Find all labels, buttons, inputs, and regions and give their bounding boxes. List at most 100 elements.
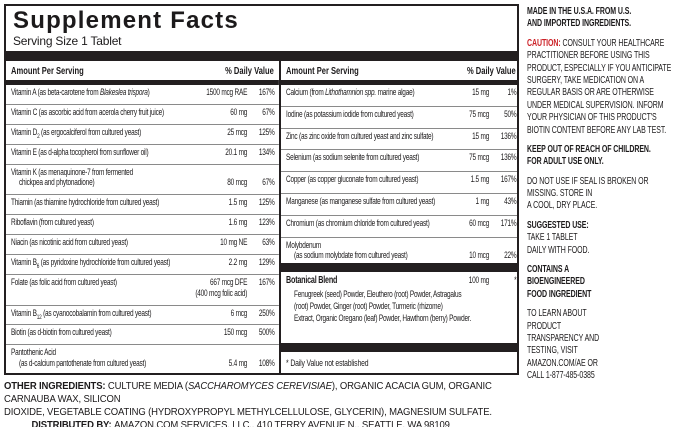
right-column: Amount Per Serving % Daily Value Calcium… xyxy=(281,61,517,373)
table-row: Vitamin K (as menaquinone-7 from ferment… xyxy=(6,163,279,191)
nutrient-daily-value: 123% xyxy=(258,217,275,228)
daily-value-header: % Daily Value xyxy=(466,65,516,78)
nutrient-name: Vitamin A (as beta-carotene from Blakesl… xyxy=(11,87,150,98)
table-row: Selenium (as sodium selenite from cultur… xyxy=(281,149,517,165)
table-row: Molybdenum (as sodium molybdate from cult… xyxy=(281,236,517,264)
nutrient-amount: 6 mcg xyxy=(230,307,248,318)
nutrient-name: Vitamin B12 (as cyanocobalamin from cult… xyxy=(11,307,152,321)
nutrient-daily-value: 136% xyxy=(500,130,517,141)
botanical-blend-dv: * xyxy=(514,275,517,286)
nutrient-daily-value: 1% xyxy=(507,87,517,98)
nutrient-amount: 15 mg xyxy=(472,87,490,98)
suggested-use-paragraph: SUGGESTED USE: TAKE 1 TABLET DAILY WITH F… xyxy=(527,220,678,257)
nutrient-amount: 5.4 mg xyxy=(228,358,248,369)
nutrient-daily-value: 167% xyxy=(258,87,275,98)
table-row: Biotin (as d-biotin from cultured yeast)… xyxy=(6,324,279,340)
nutrient-name: Selenium (as sodium selenite from cultur… xyxy=(286,152,420,163)
amount-per-serving-header: Amount Per Serving xyxy=(11,65,84,78)
nutrient-daily-value: 171% xyxy=(500,217,517,228)
nutrient-name: Thiamin (as thiamine hydrochloride from … xyxy=(11,197,160,208)
nutrient-amount: 1 mg xyxy=(475,196,490,207)
panel-columns: Amount Per Serving % Daily Value Vitamin… xyxy=(6,61,517,373)
distributed-by-text: AMAZON.COM SERVICES, LLC., 410 TERRY AVE… xyxy=(114,420,450,427)
nutrient-daily-value: 43% xyxy=(504,196,517,207)
nutrient-name: Pantothenic Acid (as d-calcium pantothena… xyxy=(11,347,147,369)
table-row: Zinc (as zinc oxide from cultured yeast … xyxy=(281,127,517,144)
table-row: Vitamin B6 (as pyridoxine hydrochloride … xyxy=(6,253,279,270)
right-column-header: Amount Per Serving % Daily Value xyxy=(281,61,517,80)
botanical-blend-amount: 100 mg xyxy=(468,275,490,286)
separator-bar xyxy=(281,263,517,273)
nutrient-amount: 60 mcg xyxy=(469,217,490,228)
nutrient-daily-value: 125% xyxy=(258,126,275,137)
nutrient-amount: 1500 mcg RAE xyxy=(206,87,248,98)
nutrient-daily-value: 129% xyxy=(258,256,275,267)
table-row: Vitamin E (as d-alpha tocopherol from su… xyxy=(6,143,279,160)
nutrient-name: Vitamin C (as ascorbic acid from acerola… xyxy=(11,107,164,118)
nutrient-amount: 2.2 mg xyxy=(228,256,248,267)
table-row: Calcium (from Lithothamnion spp. marine … xyxy=(281,85,517,100)
other-ingredients-species: SACCHAROMYCES CEREVISIAE xyxy=(187,381,332,392)
distributed-by-label: DISTRIBUTED BY: xyxy=(31,420,115,427)
nutrient-name: Manganese (as manganese sulfate from cul… xyxy=(286,196,436,207)
column-divider xyxy=(279,61,281,373)
nutrient-daily-value: 167% xyxy=(258,276,275,287)
nutrient-amount: 1.5 mg xyxy=(470,174,490,185)
nutrient-daily-value: 67% xyxy=(262,107,275,118)
nutrient-amount: 25 mcg xyxy=(227,126,248,137)
nutrient-daily-value: 67% xyxy=(262,177,275,188)
bioengineered-notice: CONTAINS A BIOENGINEERED FOOD INGREDIENT xyxy=(527,264,592,300)
table-row: Riboflavin (from cultured yeast) 1.6 mg 12… xyxy=(6,214,279,230)
nutrient-name: Riboflavin (from cultured yeast) xyxy=(11,217,94,228)
nutrient-name: Molybdenum (as sodium molybdate from cult… xyxy=(286,239,408,261)
table-row: Vitamin C (as ascorbic acid from acerola… xyxy=(6,104,279,120)
caution-text: CONSULT YOUR HEALTHCARE PRACTITIONER BEF… xyxy=(527,37,672,136)
nutrient-name: Niacin (as nicotinic acid from cultured … xyxy=(11,237,128,248)
nutrient-daily-value: 250% xyxy=(258,307,275,318)
panel-header: Supplement Facts Serving Size 1 Tablet xyxy=(6,6,517,51)
other-ingredients-paragraph: OTHER INGREDIENTS: CULTURE MEDIA (SACCHA… xyxy=(4,380,522,419)
table-row: Vitamin B12 (as cyanocobalamin from cult… xyxy=(6,304,279,321)
table-row: Thiamin (as thiamine hydrochloride from … xyxy=(6,194,279,210)
suggested-use-label: SUGGESTED USE: xyxy=(527,219,589,231)
caution-label: CAUTION: xyxy=(527,37,561,49)
botanical-blend-description: Fenugreek (seed) Powder, Eleuthero (root… xyxy=(293,289,472,323)
separator-bar xyxy=(281,80,517,86)
serving-size: Serving Size 1 Tablet xyxy=(13,34,122,49)
table-row: Chromium (as chromium chloride from cult… xyxy=(281,214,517,231)
table-row: Copper (as copper gluconate from culture… xyxy=(281,171,517,187)
made-in-usa-text: MADE IN THE U.S.A. FROM U.S. AND IMPORTE… xyxy=(527,6,632,30)
nutrient-table-left: Vitamin A (as beta-carotene from Blakesl… xyxy=(6,85,279,373)
table-row: Folate (as folic acid from cultured yeas… xyxy=(6,273,279,301)
table-row: Niacin (as nicotinic acid from cultured … xyxy=(6,234,279,250)
daily-value-header: % Daily Value xyxy=(225,65,274,78)
table-row: Vitamin D2 (as ergocalciferol from cultu… xyxy=(6,123,279,140)
nutrient-amount: 15 mg xyxy=(472,130,490,141)
nutrient-amount: 150 mcg xyxy=(223,327,248,338)
footnote-block: * Daily Value not established xyxy=(281,343,517,373)
nutrient-daily-value: 63% xyxy=(262,237,275,248)
table-row: Iodine (as potassium iodide from culture… xyxy=(281,105,517,122)
nutrient-name: Copper (as copper gluconate from culture… xyxy=(286,174,419,185)
sidebar-info: MADE IN THE U.S.A. FROM U.S. AND IMPORTE… xyxy=(527,6,678,390)
keep-out-of-reach-text: KEEP OUT OF REACH OF CHILDREN. FOR ADULT… xyxy=(527,143,651,168)
suggested-use-text: TAKE 1 TABLET DAILY WITH FOOD. xyxy=(527,232,590,256)
nutrient-daily-value: 22% xyxy=(504,250,517,261)
distributed-by-paragraph: DISTRIBUTED BY: AMAZON.COM SERVICES, LLC… xyxy=(4,419,522,427)
nutrient-daily-value: 50% xyxy=(504,108,517,119)
nutrient-amount: 10 mg NE xyxy=(220,237,248,248)
nutrient-name: Folate (as folic acid from cultured yeas… xyxy=(11,276,117,287)
nutrient-daily-value: 167% xyxy=(500,174,517,185)
separator-bar xyxy=(6,51,517,62)
nutrient-amount: 1.6 mg xyxy=(228,217,248,228)
nutrient-amount: 1.5 mg xyxy=(228,197,248,208)
nutrient-name: Iodine (as potassium iodide from culture… xyxy=(286,108,414,119)
nutrient-name: Chromium (as chromium chloride from cult… xyxy=(286,217,430,228)
table-row: Manganese (as manganese sulfate from cul… xyxy=(281,193,517,209)
nutrient-amount: 667 mcg DFE (400 mcg folic acid) xyxy=(195,276,248,298)
botanical-blend-name: Botanical Blend xyxy=(286,275,338,287)
nutrient-amount: 80 mcg xyxy=(227,177,248,188)
footer-info: OTHER INGREDIENTS: CULTURE MEDIA (SACCHA… xyxy=(4,380,522,427)
amount-per-serving-header: Amount Per Serving xyxy=(286,65,359,78)
